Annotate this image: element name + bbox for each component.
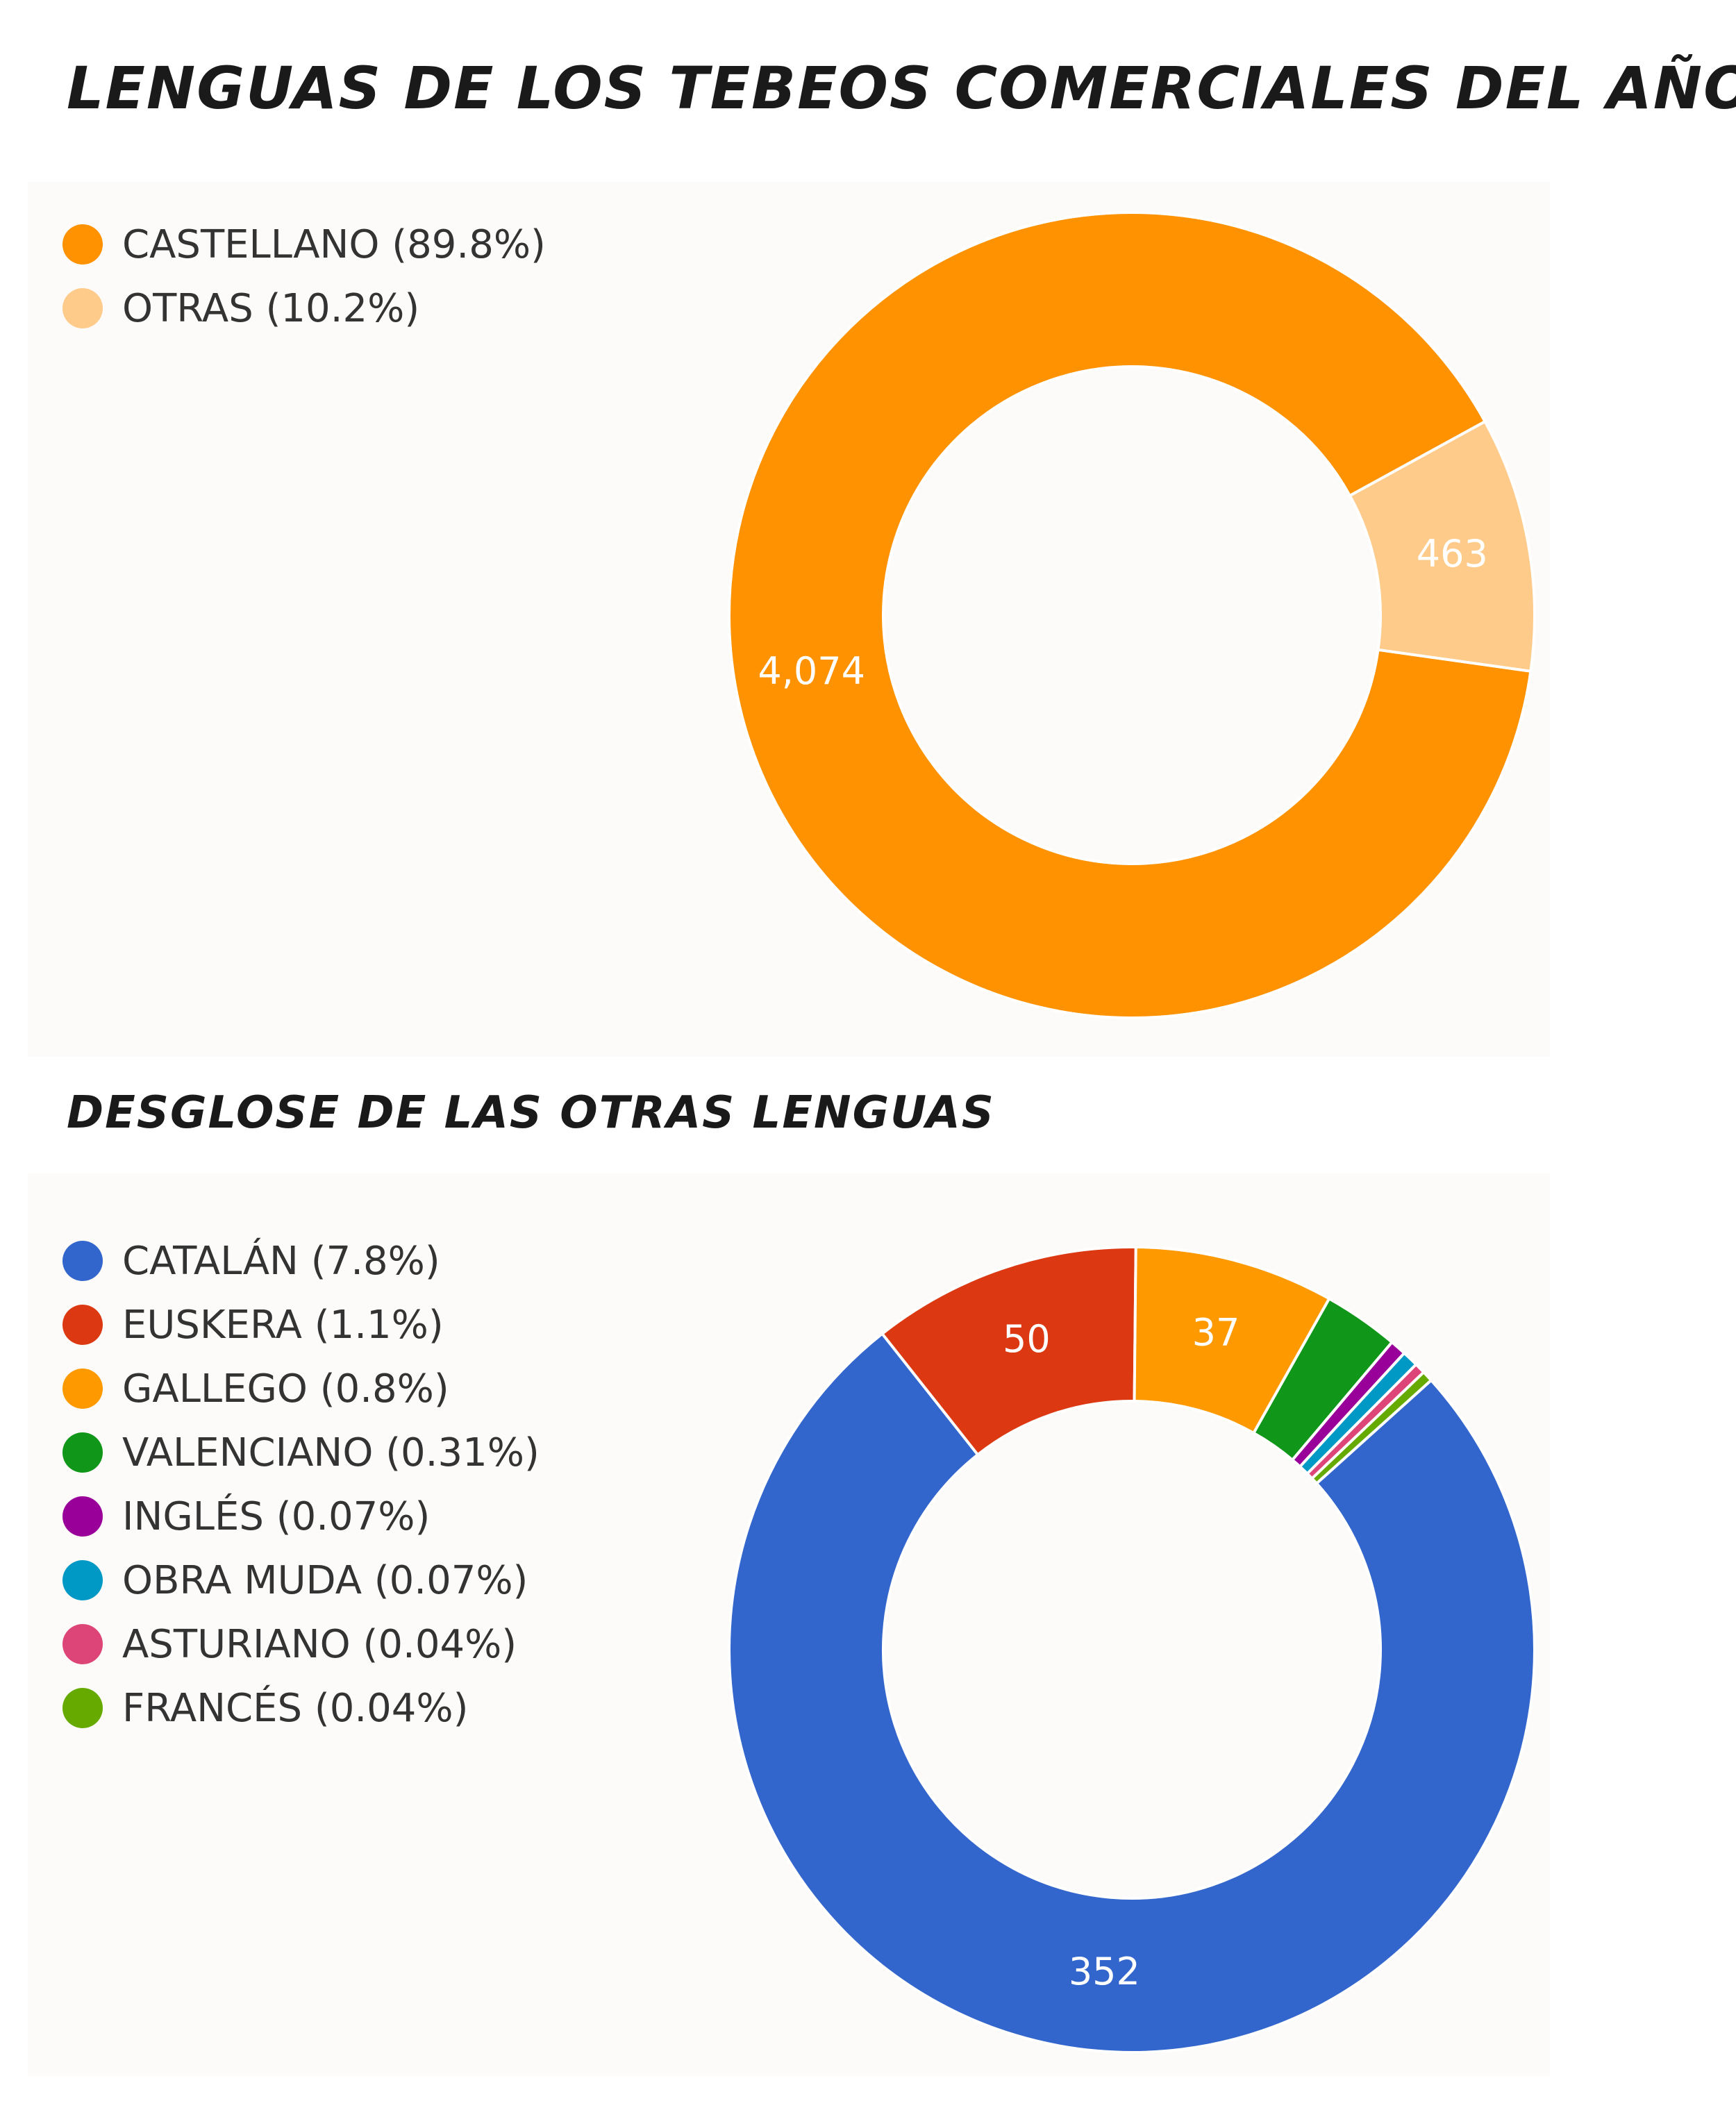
donut-chart-other-languages: 352 50 37 bbox=[728, 1246, 1536, 2054]
slice-frances[interactable] bbox=[1310, 1370, 1433, 1486]
legend-item-gallego: GALLEGO (0.8%) bbox=[62, 1357, 540, 1421]
legend-item-obra-muda: OBRA MUDA (0.07%) bbox=[62, 1548, 540, 1612]
legend-item-frances: FRANCÉS (0.04%) bbox=[62, 1676, 540, 1740]
legend-label: VALENCIANO (0.31%) bbox=[122, 1430, 540, 1475]
legend-item-asturiano: ASTURIANO (0.04%) bbox=[62, 1612, 540, 1676]
legend-item-castellano: CASTELLANO (89.8%) bbox=[62, 212, 546, 276]
chart-subtitle: DESGLOSE DE LAS OTRAS LENGUAS bbox=[67, 1087, 995, 1139]
donut-chart-languages: 4,074 463 bbox=[728, 211, 1536, 1019]
legend-swatch bbox=[62, 1241, 103, 1281]
legend-label: INGLÉS (0.07%) bbox=[122, 1493, 431, 1539]
legend-label: OBRA MUDA (0.07%) bbox=[122, 1557, 528, 1603]
legend-label: CASTELLANO (89.8%) bbox=[122, 221, 546, 267]
slice-value-label-castellano: 4,074 bbox=[758, 649, 865, 693]
legend-swatch bbox=[62, 1305, 103, 1345]
legend-label: ASTURIANO (0.04%) bbox=[122, 1621, 517, 1667]
legend-label: CATALÁN (7.8%) bbox=[122, 1238, 440, 1284]
legend: CATALÁN (7.8%) EUSKERA (1.1%) GALLEGO (0.8… bbox=[62, 1229, 540, 1740]
legend: CASTELLANO (89.8%) OTRAS (10.2%) bbox=[62, 212, 546, 340]
slice-catalan[interactable] bbox=[728, 1332, 1536, 2054]
slice-value-label-gallego: 37 bbox=[1192, 1311, 1240, 1355]
chart-panel-languages: CASTELLANO (89.8%) OTRAS (10.2%) 4,074 463 bbox=[28, 182, 1550, 1057]
chart-panel-other-languages: CATALÁN (7.8%) EUSKERA (1.1%) GALLEGO (0.8… bbox=[28, 1173, 1550, 2076]
legend-swatch bbox=[62, 1688, 103, 1728]
legend-item-ingles: INGLÉS (0.07%) bbox=[62, 1484, 540, 1548]
legend-label: EUSKERA (1.1%) bbox=[122, 1302, 444, 1348]
legend-swatch bbox=[62, 1369, 103, 1409]
chart-title: LENGUAS DE LOS TEBEOS COMERCIALES DEL AÑ… bbox=[67, 54, 1736, 122]
legend-item-euskera: EUSKERA (1.1%) bbox=[62, 1293, 540, 1357]
legend-item-otras: OTRAS (10.2%) bbox=[62, 276, 546, 340]
legend-item-valenciano: VALENCIANO (0.31%) bbox=[62, 1421, 540, 1484]
legend-swatch bbox=[62, 224, 103, 265]
slice-otras[interactable] bbox=[1348, 419, 1536, 673]
slice-value-label-otras: 463 bbox=[1417, 532, 1488, 576]
legend-swatch bbox=[62, 1496, 103, 1537]
legend-item-catalan: CATALÁN (7.8%) bbox=[62, 1229, 540, 1293]
slice-value-label-catalan: 352 bbox=[1069, 1950, 1140, 1993]
legend-swatch bbox=[62, 1624, 103, 1664]
slice-castellano[interactable] bbox=[728, 211, 1533, 1019]
legend-swatch bbox=[62, 1560, 103, 1600]
legend-label: GALLEGO (0.8%) bbox=[122, 1366, 449, 1412]
slice-value-label-euskera: 50 bbox=[1003, 1317, 1051, 1361]
legend-label: OTRAS (10.2%) bbox=[122, 285, 420, 331]
legend-swatch bbox=[62, 288, 103, 328]
legend-label: FRANCÉS (0.04%) bbox=[122, 1685, 469, 1731]
legend-swatch bbox=[62, 1432, 103, 1473]
